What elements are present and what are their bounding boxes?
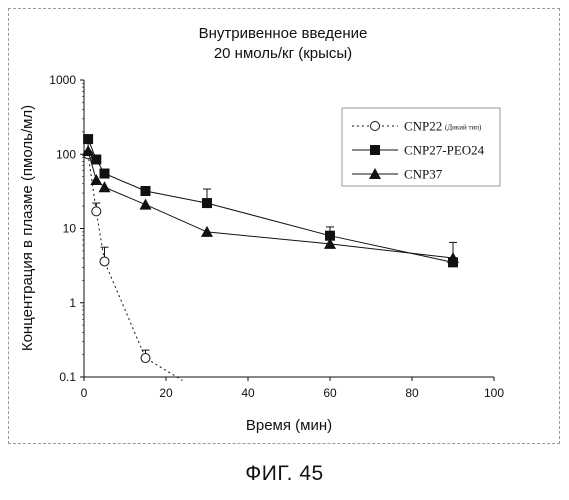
x-tick-label: 20 bbox=[159, 386, 173, 400]
data-point-square bbox=[100, 169, 110, 179]
legend-label-note: (Дикий тип) bbox=[445, 124, 482, 132]
y-tick-label: 100 bbox=[56, 147, 76, 161]
data-point-triangle bbox=[201, 226, 213, 237]
data-point-circle bbox=[371, 122, 380, 131]
y-tick-label: 1 bbox=[69, 296, 76, 310]
x-axis-label: Время (мин) bbox=[246, 417, 332, 434]
data-point-circle bbox=[141, 354, 150, 363]
data-point-circle bbox=[100, 257, 109, 266]
data-point-triangle bbox=[140, 199, 152, 210]
data-point-square bbox=[141, 186, 151, 196]
chart: Внутривенное введение 20 нмоль/кг (крысы… bbox=[0, 0, 569, 450]
x-tick-label: 80 bbox=[405, 386, 419, 400]
x-tick-label: 40 bbox=[241, 386, 255, 400]
y-tick-label: 1000 bbox=[49, 73, 76, 87]
y-axis-label: Концентрация в плазме (пмоль/мл) bbox=[19, 105, 36, 351]
figure-caption: ФИГ. 45 bbox=[0, 462, 569, 486]
x-tick-label: 100 bbox=[484, 386, 504, 400]
legend-label: CNP27-PEO24 bbox=[404, 143, 485, 158]
legend: CNP22(Дикий тип) CNP27-PEO24 CNP37 bbox=[342, 108, 500, 186]
x-tick-label: 60 bbox=[323, 386, 337, 400]
chart-title-line-2: 20 нмоль/кг (крысы) bbox=[214, 45, 352, 62]
chart-title-line-1: Внутривенное введение bbox=[199, 25, 368, 42]
legend-label: CNP22 bbox=[404, 119, 442, 134]
y-tick-label: 0.1 bbox=[59, 370, 76, 384]
data-point-square bbox=[202, 198, 212, 208]
x-tick-label: 0 bbox=[81, 386, 88, 400]
legend-label: CNP37 bbox=[404, 167, 443, 182]
y-tick-label: 10 bbox=[63, 222, 77, 236]
data-point-circle bbox=[92, 207, 101, 216]
data-point-square bbox=[370, 145, 380, 155]
